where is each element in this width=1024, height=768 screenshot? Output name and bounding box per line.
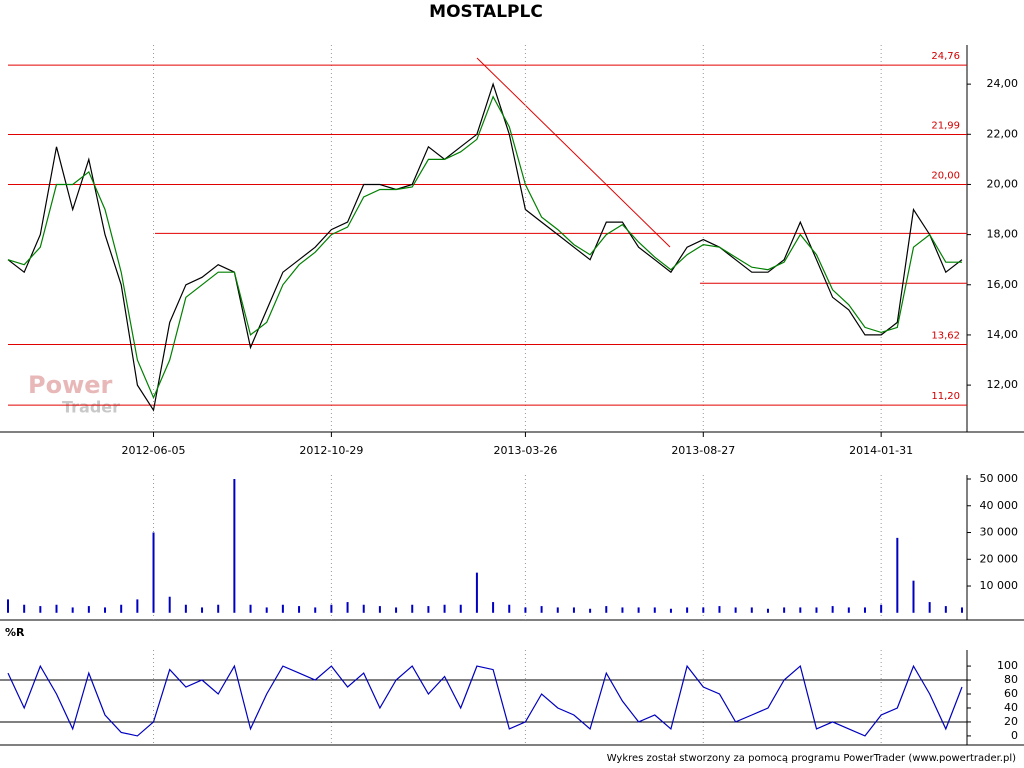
volume-bar: [637, 607, 640, 613]
volume-bar: [411, 604, 414, 613]
volume-bar: [314, 607, 317, 613]
level-label: 13,62: [931, 330, 960, 341]
x-tick-label: 2012-06-05: [122, 444, 186, 457]
trend-line: [476, 57, 671, 248]
volume-bar: [281, 604, 284, 613]
volume-bar: [346, 602, 349, 613]
footer: Wykres został stworzony za pomocą progra…: [607, 753, 1016, 764]
y-tick-label: 80: [1004, 673, 1018, 686]
volume-bar: [298, 606, 301, 613]
volume-bar: [621, 607, 624, 613]
volume-bar: [362, 604, 365, 613]
volume-bar: [734, 607, 737, 613]
volume-bar: [475, 572, 478, 613]
volume-bar: [492, 602, 495, 613]
y-tick-label: 16,00: [987, 278, 1019, 291]
y-tick-label: 22,00: [987, 127, 1019, 140]
volume-bar: [669, 608, 672, 613]
y-tick-label: 20,00: [987, 177, 1019, 190]
panel-title: %R: [5, 626, 25, 639]
volume-bar: [201, 607, 204, 613]
volume-bar: [378, 606, 381, 613]
y-tick-label: 20: [1004, 715, 1018, 728]
volume-bar: [459, 604, 462, 613]
x-tick-label: 2013-08-27: [671, 444, 735, 457]
y-tick-label: 10 000: [980, 579, 1019, 592]
y-tick-label: 40: [1004, 701, 1018, 714]
x-tick-label: 2013-03-26: [493, 444, 557, 457]
level-label: 21,99: [931, 121, 960, 132]
volume-bar: [589, 608, 592, 613]
y-tick-label: 100: [997, 659, 1018, 672]
volume-bar: [443, 604, 446, 613]
x-tick-label: 2014-01-31: [849, 444, 913, 457]
volume-bar: [7, 599, 9, 613]
volume-bar: [217, 604, 220, 613]
y-tick-label: 0: [1011, 729, 1018, 742]
volume-bar: [427, 606, 430, 613]
volume-bar: [120, 604, 123, 613]
volume-bar: [572, 607, 575, 613]
volume-bar: [395, 607, 398, 613]
volume-bar: [766, 608, 769, 613]
level-label: 11,20: [931, 391, 960, 402]
indicator-line: [7, 664, 963, 737]
volume-bar: [896, 537, 899, 613]
volume-bar: [152, 532, 155, 613]
y-tick-label: 40 000: [980, 499, 1019, 512]
y-tick-label: 60: [1004, 687, 1018, 700]
volume-bar: [540, 606, 543, 613]
volume-bar: [23, 604, 26, 613]
y-tick-label: 20 000: [980, 552, 1019, 565]
volume-bar: [87, 606, 90, 613]
volume-bar: [524, 607, 527, 613]
volume-bar: [799, 607, 802, 613]
volume-bar: [55, 604, 58, 613]
y-tick-label: 18,00: [987, 228, 1019, 241]
volume-bar: [783, 607, 786, 613]
volume-bar: [961, 607, 963, 613]
volume-bar: [168, 596, 171, 613]
volume-bar: [863, 607, 866, 613]
volume-bar: [718, 606, 721, 613]
volume-bar: [330, 604, 333, 613]
volume-bar: [104, 607, 107, 613]
volume-bar: [556, 607, 559, 613]
watermark: Trader: [62, 398, 120, 417]
volume-bar: [605, 606, 608, 613]
volume-bar: [233, 479, 236, 613]
volume-bar: [928, 602, 931, 613]
volume-bar: [815, 607, 818, 613]
volume-bar: [265, 607, 268, 613]
volume-bar: [39, 606, 42, 613]
volume-bar: [880, 604, 883, 613]
volume-bar: [184, 604, 187, 613]
price-line: [7, 82, 963, 412]
y-tick-label: 14,00: [987, 328, 1019, 341]
volume-bar: [249, 604, 252, 613]
watermark: Power: [28, 371, 113, 399]
volume-bar: [831, 606, 834, 613]
chart-title: MOSTALPLC: [429, 2, 543, 22]
y-tick-label: 50 000: [980, 472, 1019, 485]
volume-bar: [136, 599, 139, 613]
volume-bar: [702, 607, 705, 613]
x-tick-label: 2012-10-29: [299, 444, 363, 457]
y-tick-label: 24,00: [987, 77, 1019, 90]
volume-bar: [944, 606, 947, 613]
volume-bar: [508, 604, 511, 613]
volume-bar: [686, 607, 689, 613]
volume-bar: [71, 607, 74, 613]
volume-bar: [750, 607, 753, 613]
level-label: 24,76: [931, 51, 960, 62]
volume-bar: [912, 580, 915, 613]
y-tick-label: 12,00: [987, 378, 1019, 391]
ma-line: [7, 95, 962, 400]
volume-bar: [653, 607, 656, 613]
y-tick-label: 30 000: [980, 526, 1019, 539]
volume-bar: [847, 607, 850, 613]
level-label: 20,00: [931, 170, 960, 181]
